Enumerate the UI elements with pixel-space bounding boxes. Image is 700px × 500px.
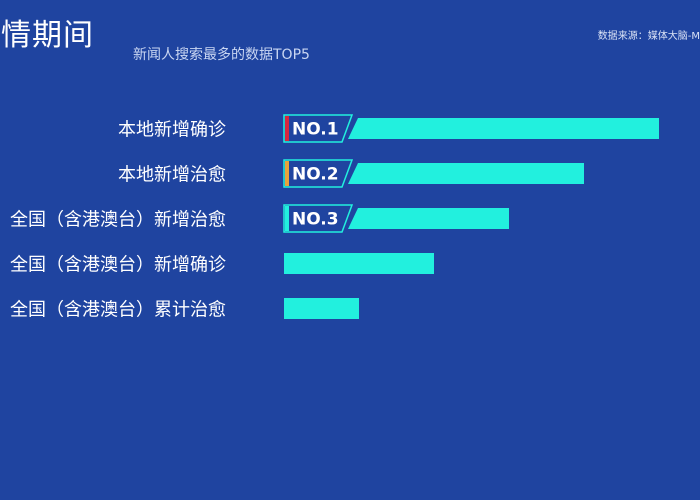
rank-accent (285, 161, 289, 186)
category-label: 全国（含港澳台）新增治愈 (10, 210, 226, 231)
bar (348, 163, 584, 184)
rank-badge (283, 159, 354, 188)
bar (348, 118, 659, 139)
category-label: 全国（含港澳台）累计治愈 (10, 300, 226, 321)
rank-accent (285, 116, 289, 141)
rank-badge-text: NO.1 (292, 120, 339, 140)
page-title: 疫情期间 (0, 18, 94, 53)
rank-badge (283, 114, 354, 143)
data-source: 数据来源：媒体大脑-M (597, 31, 700, 42)
category-label: 本地新增治愈 (118, 165, 226, 186)
page-subtitle: 新闻人搜索最多的数据TOP5 (133, 47, 310, 63)
bar (284, 253, 434, 274)
bar (348, 208, 509, 229)
bar (284, 298, 359, 319)
rank-accent (285, 206, 289, 231)
rank-badge-text: NO.2 (292, 165, 339, 185)
rank-badge (283, 204, 354, 233)
category-label: 本地新增确诊 (118, 120, 226, 141)
rank-badge-text: NO.3 (292, 210, 339, 230)
category-label: 全国（含港澳台）新增确诊 (10, 255, 226, 276)
